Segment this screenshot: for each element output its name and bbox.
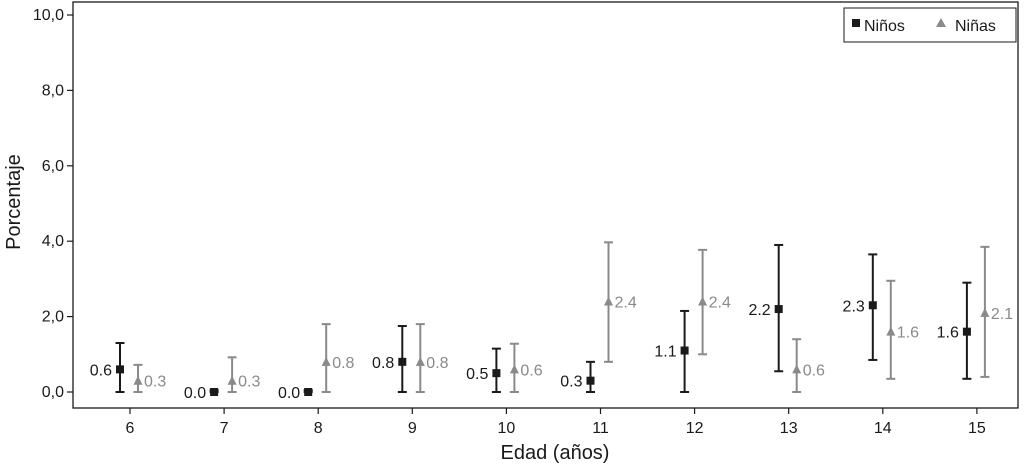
boys-data-label: 0.8 xyxy=(372,355,394,372)
boys-point xyxy=(492,369,501,378)
x-axis-title: Edad (años) xyxy=(501,442,610,464)
y-tick-label: 6,0 xyxy=(42,158,64,175)
y-tick-label: 10,0 xyxy=(33,7,64,24)
y-axis-title: Porcentaje xyxy=(3,154,25,250)
boys-point xyxy=(304,388,313,396)
x-tick-label: 10 xyxy=(498,420,516,437)
boys-point xyxy=(398,357,407,366)
boys-point xyxy=(774,305,783,314)
boys-data-label: 0.5 xyxy=(466,366,488,383)
girls-point xyxy=(227,375,237,385)
boys-point xyxy=(868,301,877,310)
girls-point xyxy=(886,326,896,336)
girls-data-label: 2.1 xyxy=(991,306,1013,323)
girls-data-label: 0.3 xyxy=(238,374,260,391)
x-tick-label: 6 xyxy=(126,420,135,437)
girls-point xyxy=(792,364,802,374)
y-tick-label: 4,0 xyxy=(42,233,64,250)
girls-data-label: 0.8 xyxy=(426,355,448,372)
legend-label-ninas: Niñas xyxy=(955,18,996,35)
x-tick-label: 11 xyxy=(592,420,609,437)
plot-frame xyxy=(72,1,1019,409)
x-tick-label: 14 xyxy=(874,420,892,437)
axes: 0,0 2,0 4,0 6,0 8,0 10,0 6 7 8 9 10 11 12 13 14 15 xyxy=(33,1,1019,437)
girls-data-label: 0.8 xyxy=(332,355,354,372)
x-tick-label: 8 xyxy=(314,420,323,437)
x-tick-label: 9 xyxy=(408,420,417,437)
boys-data-label: 1.6 xyxy=(937,325,959,342)
boys-data-label: 2.3 xyxy=(843,298,865,315)
legend-box xyxy=(843,7,1017,43)
legend: Niños Niñas xyxy=(843,7,1017,43)
chart-marks: 0.6 0.0 0.0 0.8 0.5 0.3 1.1 2.2 2.3 1.6 0.3 0.3 0.8 0… xyxy=(90,241,1013,402)
y-tick-label: 0,0 xyxy=(42,384,64,401)
girls-point xyxy=(604,296,613,306)
legend-marker-square xyxy=(852,19,860,27)
boys-point xyxy=(116,365,124,374)
x-tick-label: 15 xyxy=(968,420,986,437)
girls-data-label: 2.4 xyxy=(615,295,637,312)
x-tick-label: 7 xyxy=(220,420,229,437)
girls-point xyxy=(321,356,331,366)
boys-point xyxy=(586,376,595,385)
legend-marker-triangle xyxy=(936,18,946,27)
girls-data-label: 0.6 xyxy=(520,362,542,379)
girls-point xyxy=(415,356,425,366)
girls-data-label: 1.6 xyxy=(897,325,919,342)
girls-data-label: 2.4 xyxy=(709,295,731,312)
boys-point xyxy=(962,327,971,336)
girls-point xyxy=(698,296,708,306)
girls-data-label: 0.3 xyxy=(144,374,166,391)
y-tick-label: 8,0 xyxy=(42,82,64,99)
x-tick-label: 12 xyxy=(686,420,704,437)
boys-data-label: 0.3 xyxy=(560,374,582,391)
boys-point xyxy=(680,346,689,355)
boys-point xyxy=(210,388,219,396)
girls-data-label: 0.6 xyxy=(803,362,825,379)
y-tick-label: 2,0 xyxy=(42,309,64,326)
boys-data-label: 2.2 xyxy=(748,302,770,319)
legend-label-ninos: Niños xyxy=(864,18,905,35)
boys-data-label: 1.1 xyxy=(654,344,676,361)
boys-data-label: 0.0 xyxy=(184,385,206,402)
x-tick-label: 13 xyxy=(780,420,798,437)
girls-point xyxy=(980,307,990,317)
girls-point xyxy=(133,375,143,385)
girls-point xyxy=(509,364,519,374)
boys-data-label: 0.6 xyxy=(90,362,112,379)
boys-data-label: 0.0 xyxy=(278,385,300,402)
